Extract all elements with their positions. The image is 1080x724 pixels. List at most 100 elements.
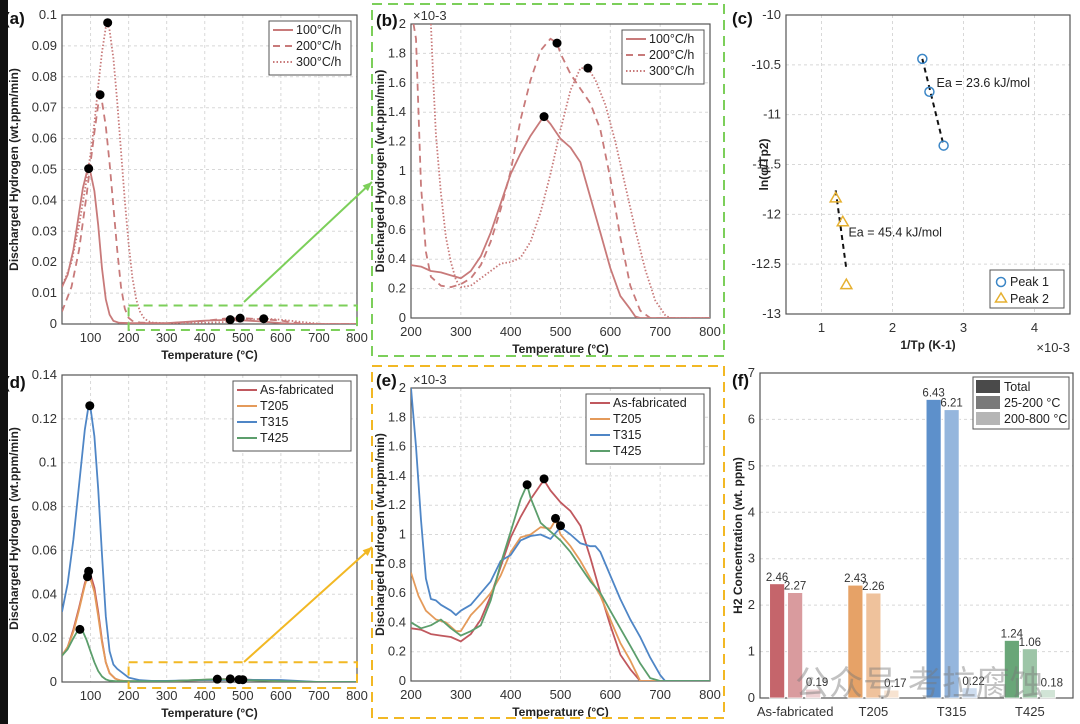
panel-label: (c) [732,9,753,28]
y-tick-label: 0.04 [32,192,57,207]
left-border-bar [0,0,8,724]
series-line-t205 [411,519,710,681]
y-tick-label: 0.1 [39,7,57,22]
y-tick-label: 2 [748,597,755,612]
y-tick-label: 1.6 [388,75,406,90]
x-tick-label: T205 [859,704,889,719]
peak-marker [551,513,561,523]
y-tick-label: 0.4 [388,251,406,266]
y-tick-label: 0.2 [388,281,406,296]
y-multiplier: ×10-3 [413,8,447,23]
axes-frame [410,387,711,682]
legend-swatch [976,396,1000,409]
y-tick-label: -10.5 [751,57,781,72]
bar-200-800-c [1039,689,1056,699]
x-tick-label: 800 [346,688,368,703]
x-axis-label: Temperature (°C) [512,705,609,719]
y-axis-label: Discharged Hydrogen (wt.ppm/min) [373,433,387,636]
y-tick-label: 0.1 [39,455,57,470]
y-tick-label: 1 [399,527,406,542]
y-tick-label: -11.5 [752,157,781,172]
y-tick-label: 0.12 [32,411,57,426]
bar-200-800-c [961,687,978,699]
legend-triangle-icon [994,291,1008,303]
panel-label: (d) [4,373,26,392]
bar-value-label: 2.46 [766,572,788,584]
peak-marker [259,314,269,324]
connector-arrow-b [243,181,373,303]
x-tick-label: 100 [80,330,102,345]
x-tick-label: 300 [450,687,472,702]
x-tick-label: 500 [550,687,572,702]
x-tick-label: 800 [346,330,368,345]
bar-total [769,583,786,699]
peak2-marker [828,190,843,203]
annotation-ea-peak1: Ea = 23.6 kJ/mol [937,76,1030,90]
x-tick-label: T315 [937,704,967,719]
peak-marker [225,315,235,325]
bar-value-label: 2.43 [844,573,866,585]
y-tick-label: -13 [762,306,781,321]
x-tick-label: 400 [194,330,216,345]
peak-marker [583,63,593,73]
fit-line [921,58,945,146]
y-tick-label: -10 [762,7,781,22]
x-axis-label: Temperature (°C) [512,342,609,356]
panel-label: (f) [732,371,749,390]
panel-b: 200 300 400 500 600 700 800 0 0.2 0.4 0.6 0.8 1 1.2 1.… [373,8,721,356]
x-tick-label: 600 [270,330,292,345]
y-tick-label: 0.08 [32,499,57,514]
y-tick-label: 1.8 [388,409,406,424]
y-tick-label: 0.03 [32,223,57,238]
x-tick-label: T425 [1015,704,1045,719]
legend-label: Peak 2 [1010,292,1049,306]
y-tick-label: 0.01 [32,285,57,300]
series-line-100-c-h [62,168,357,324]
peak-marker [238,675,248,685]
panel-a: 100 200 300 400 500 600 700 800 0 0.01 0.02 0.03 0.0… [4,7,368,362]
peak-marker [522,480,532,490]
bar-value-label: 6.43 [922,387,944,399]
y-tick-label: 0.02 [32,254,57,269]
connector-arrow-e [243,546,373,663]
x-tick-label: 2 [889,320,896,335]
x-tick-label: 500 [550,324,572,339]
axes-frame [410,23,711,319]
y-tick-label: -12 [762,206,781,221]
x-tick-label: 4 [1031,320,1038,335]
annotation-ea-peak2: Ea = 45.4 kJ/mol [848,225,941,239]
peak-marker [85,401,95,411]
panel-label: (b) [376,11,398,30]
series-line-t315 [411,388,710,681]
zoom-box [127,304,358,331]
y-tick-label: 0 [748,690,755,705]
y-tick-label: 0.06 [32,542,57,557]
bar-25-200-c [865,592,882,699]
bar-25-200-c [1021,648,1038,699]
x-tick-label: 700 [649,324,671,339]
y-tick-label: 0.4 [388,614,406,629]
x-tick-label: As-fabricated [757,704,834,719]
x-tick-label: 200 [118,330,140,345]
y-tick-label: 3 [748,551,755,566]
peak2-marker [839,277,854,290]
x-tick-label: 1 [818,320,825,335]
y-tick-label: 1.4 [388,104,406,119]
x-axis-label: Temperature (°C) [161,348,258,362]
y-tick-label: -12.5 [751,256,781,271]
panel-label: (a) [4,9,25,28]
x-tick-label: 600 [599,324,621,339]
y-tick-label: 4 [748,504,755,519]
connector-arrow-b-head [362,182,372,192]
legend-label: 100°C/h [649,32,694,46]
y-axis-label: H2 Concentration (wt. ppm) [731,457,745,614]
panel-f: 0 1 2 3 4 5 6 7 H2 Concentration (wt. ppm) (f) 2.4… [731,365,1074,719]
peak-marker [225,674,235,684]
axes-frame [759,372,1074,699]
y-tick-label: 0.04 [32,586,57,601]
axes-frame [785,14,1071,315]
x-axis-label: Temperature (°C) [161,706,258,720]
y-tick-label: 0 [399,310,406,325]
y-tick-label: 0 [399,673,406,688]
